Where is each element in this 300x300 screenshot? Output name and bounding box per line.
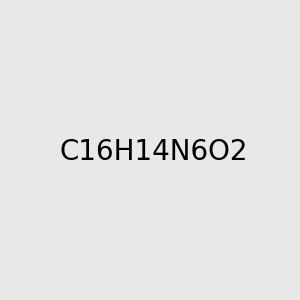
Text: C16H14N6O2: C16H14N6O2 bbox=[59, 137, 248, 166]
